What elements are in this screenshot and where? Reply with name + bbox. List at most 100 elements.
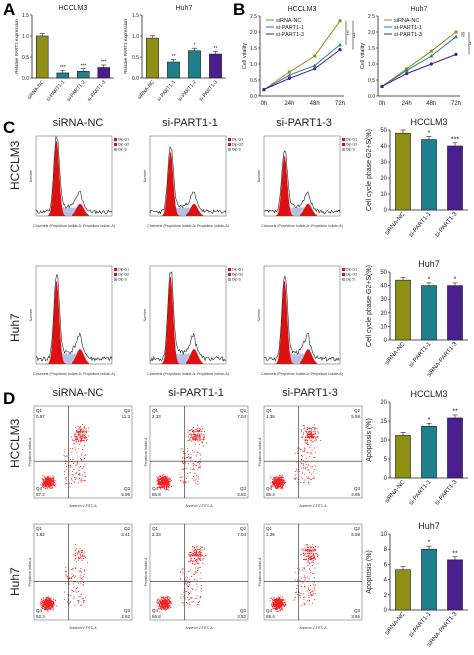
g2-peak xyxy=(72,203,90,216)
quadrant-label: Q2 xyxy=(240,526,247,531)
y-tick-label: 20 xyxy=(380,311,387,317)
bar xyxy=(421,285,437,341)
x-tick-label: 24h xyxy=(402,101,412,107)
chart-b-huh7: Huh7 0.0 0.5 1.0 1.5 2.0 2.5 0h 24h 48h 72h Cell vi… xyxy=(360,6,474,107)
quadrant-label: Q3 xyxy=(124,608,131,613)
bar xyxy=(395,132,411,211)
data-point xyxy=(454,34,458,39)
c-header-nc: siRNA-NC xyxy=(52,117,104,129)
quadrant-value: 7.04 xyxy=(237,414,246,419)
legend-swatch xyxy=(342,138,345,141)
quadrant-label: Q3 xyxy=(354,608,361,613)
quadrant-value: 1.36 xyxy=(266,532,275,537)
quadrant-label: Q4 xyxy=(36,608,43,613)
y-axis-label: Number xyxy=(143,169,147,183)
histogram-outline xyxy=(35,273,113,362)
bar xyxy=(447,559,463,611)
y-tick-label: 0.5 xyxy=(250,78,257,84)
bar xyxy=(421,548,437,611)
y-axis-label: Cell cycle phase G2+S(%) xyxy=(366,265,373,347)
g1-peak xyxy=(150,276,226,364)
quadrant-value: 11.3 xyxy=(122,414,131,419)
quadrant-label: Q2 xyxy=(124,408,131,413)
legend-swatch xyxy=(114,148,117,151)
y-axis-label: Propidium Iodide-A xyxy=(28,437,32,467)
x-axis-label: Annexin V-FITC-A xyxy=(299,504,327,508)
y-tick-label: 10 xyxy=(380,532,387,538)
legend-label: si-PART1-3 xyxy=(394,32,422,38)
quadrant-value: 3.41 xyxy=(121,532,130,537)
quadrant-label: Q1 xyxy=(36,526,43,531)
y-axis-label: Number xyxy=(257,169,261,183)
y-axis-label: Propidium Iodide-A xyxy=(28,557,32,587)
y-tick-label: 20 xyxy=(380,176,387,182)
y-axis-label: Propidium Iodide-A xyxy=(144,437,148,467)
significance-mark: * xyxy=(428,540,431,547)
bar xyxy=(146,37,159,79)
chart-title: HCCLM3 xyxy=(410,389,447,399)
significance-mark: ** xyxy=(452,408,458,415)
x-tick-label: si-PART1-1 xyxy=(408,611,433,639)
scatter-points xyxy=(155,424,207,491)
quadrant-label: Q4 xyxy=(152,486,159,491)
x-tick-label: si-PART1-3 xyxy=(86,79,107,102)
legend-swatch xyxy=(342,148,345,151)
data-point xyxy=(454,52,458,57)
chart-title: Huh7 xyxy=(418,260,440,269)
histogram-outline xyxy=(149,271,227,362)
x-tick-label: 48h xyxy=(426,101,436,107)
quadrant-label: Q4 xyxy=(36,486,43,491)
legend-swatch xyxy=(114,268,117,271)
legend-swatch xyxy=(342,273,345,276)
legend-swatch xyxy=(228,143,231,146)
g2-peak xyxy=(300,203,318,216)
quadrant-value: 89.4 xyxy=(266,614,275,619)
d-header-nc: siRNA-NC xyxy=(52,387,104,399)
legend-label: Dip G1 xyxy=(232,268,243,272)
significance-mark: *** xyxy=(462,32,467,38)
y-tick-label: 1.5 xyxy=(22,13,29,19)
significance-mark: * xyxy=(454,276,457,283)
data-point xyxy=(429,54,434,58)
quadrant-value: 7.04 xyxy=(237,532,246,537)
histogram-huh7-p1: Channels (Propidium Iodide-A::Propidium … xyxy=(143,265,243,376)
quadrant-value: 3.65 xyxy=(351,492,360,497)
x-axis-label: Channels (Propidium Iodide-A::Propidium … xyxy=(33,372,115,376)
g2-peak xyxy=(300,349,318,364)
chart-d-hcclm3: HCCLM3 0 5 10 15 20 Apoptosis (%) siRNA-NC * si-P… xyxy=(366,389,468,507)
histogram-outline xyxy=(35,135,113,215)
significance-mark: ** xyxy=(172,54,176,60)
quadrant-value: 86.8 xyxy=(152,614,161,619)
legend-label: Dip S xyxy=(232,148,241,152)
x-axis-label: Channels (Propidium Iodide-A::Propidium … xyxy=(147,372,229,376)
data-point xyxy=(312,63,317,68)
data-point xyxy=(338,48,342,52)
x-tick-label: si-PART1-3 xyxy=(198,79,219,102)
x-axis-label: Annexin V-FITC-A xyxy=(299,626,327,630)
x-tick-label: siRNA-NC xyxy=(384,341,407,367)
y-tick-label: 2 xyxy=(384,593,388,599)
significance-mark: *** xyxy=(451,136,459,143)
g1-peak xyxy=(264,155,340,216)
significance-mark: *** xyxy=(353,32,358,38)
data-point xyxy=(405,72,409,76)
chart-title: HCCLM3 xyxy=(410,117,447,127)
bar xyxy=(395,569,411,611)
legend-label: Dip G2 xyxy=(346,273,357,277)
data-point xyxy=(287,73,292,77)
legend-swatch xyxy=(228,148,231,151)
chart-title: HCCLM3 xyxy=(288,6,317,13)
x-tick-label: si-PART1-1 xyxy=(408,479,433,507)
c-header-p3: si-PART1-3 xyxy=(276,117,332,129)
legend-label: Dip S xyxy=(118,278,127,282)
y-tick-label: 0.5 xyxy=(132,55,139,61)
x-tick-label: si-PART1-1 xyxy=(408,211,433,239)
bar xyxy=(447,417,463,479)
y-tick-label: 6 xyxy=(384,562,388,568)
significance-mark: * xyxy=(428,130,431,137)
y-tick-label: 0 xyxy=(384,208,388,214)
quadrant-label: Q2 xyxy=(124,526,131,531)
quadrant-value: 92.3 xyxy=(36,614,45,619)
significance-mark: * xyxy=(194,43,196,49)
